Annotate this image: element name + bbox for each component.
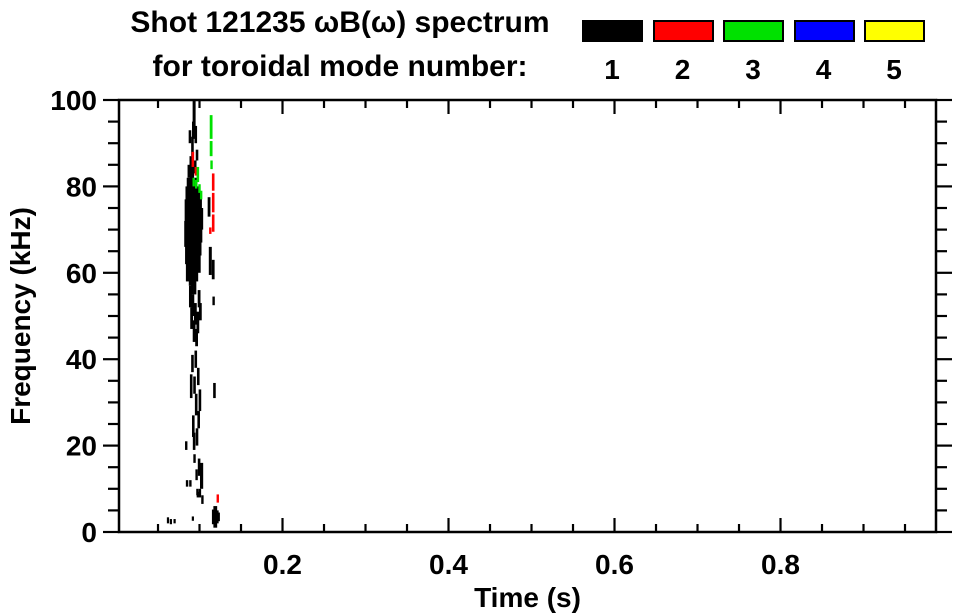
- x-tick-label: 0.6: [595, 549, 634, 580]
- y-tick-label: 20: [66, 431, 97, 462]
- chart-title-line2: for toroidal mode number:: [152, 50, 528, 83]
- legend-label-2: 2: [674, 54, 691, 85]
- x-axis-title: Time (s): [474, 582, 581, 613]
- legend-label-3: 3: [745, 54, 761, 85]
- legend-label-4: 4: [815, 54, 832, 85]
- legend-swatch-2: [652, 20, 714, 42]
- chart-title-line1: Shot 121235 ωB(ω) spectrum: [130, 6, 550, 39]
- legend-swatch-3: [723, 20, 784, 42]
- legend-label-1: 1: [604, 54, 620, 85]
- series-mode-1: [166, 100, 220, 528]
- legend-swatch-5: [864, 20, 925, 42]
- x-tick-label: 0.8: [761, 549, 800, 580]
- legend-label-5: 5: [886, 54, 902, 85]
- y-ticks: [103, 98, 952, 534]
- y-tick-label: 100: [50, 85, 97, 116]
- legend-swatch-4: [793, 20, 855, 42]
- y-tick-label: 80: [66, 171, 97, 202]
- series-mode-3: [192, 115, 213, 200]
- legend-swatch-1: [582, 20, 643, 42]
- y-tick-label: 0: [81, 517, 97, 548]
- x-ticks: [156, 101, 907, 531]
- plot-frame: [117, 98, 938, 534]
- y-tick-label: 40: [66, 344, 97, 375]
- y-tick-label: 60: [66, 258, 97, 289]
- x-tick-label: 0.2: [263, 549, 302, 580]
- x-tick-label: 0.4: [429, 549, 468, 580]
- y-axis-title: Frequency (kHz): [5, 207, 36, 425]
- series-mode-2: [191, 151, 219, 503]
